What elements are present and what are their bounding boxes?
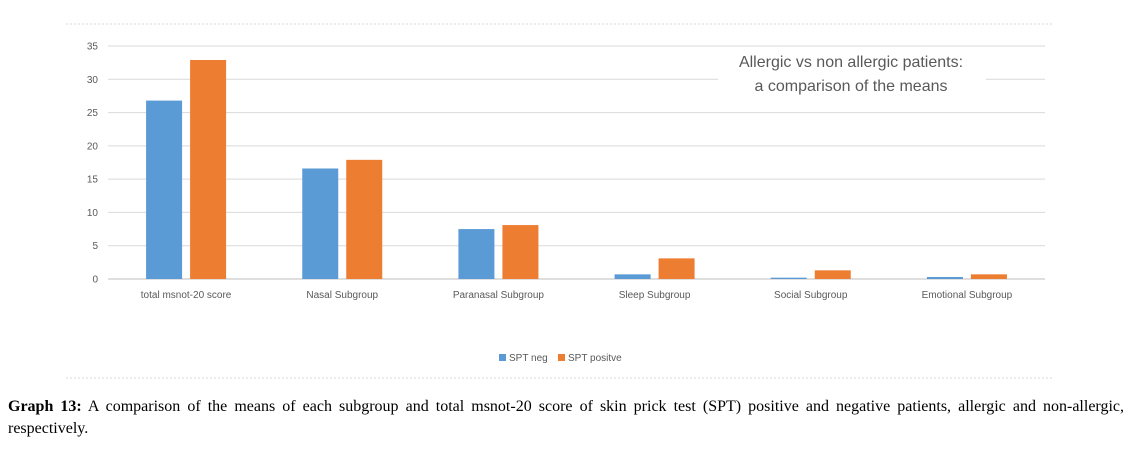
legend-swatch-neg	[499, 354, 506, 361]
annotation-line-2: a comparison of the means	[755, 78, 948, 95]
y-tick-label: 15	[87, 175, 99, 186]
caption-label: Graph 13:	[8, 398, 82, 415]
figure-caption: Graph 13: A comparison of the means of e…	[8, 396, 1124, 440]
bar-pos-0	[190, 59, 227, 280]
chart-annotation: Allergic vs non allergic patients: a com…	[718, 50, 986, 100]
bar-neg-0	[146, 100, 183, 280]
y-tick-label: 35	[87, 42, 99, 53]
x-category-label: Sleep Subgroup	[619, 290, 691, 301]
bar-neg-1	[302, 168, 339, 279]
annotation-line-1: Allergic vs non allergic patients:	[739, 54, 963, 71]
bar-neg-3	[614, 274, 651, 279]
x-category-label: total msnot-20 score	[141, 290, 232, 301]
x-category-label: Emotional Subgroup	[922, 290, 1013, 301]
bar-neg-2	[458, 229, 495, 279]
x-category-label: Nasal Subgroup	[306, 290, 378, 301]
legend-swatch-pos	[558, 354, 565, 361]
caption-text: A comparison of the means of each subgro…	[8, 398, 1125, 437]
bar-neg-5	[926, 277, 963, 279]
y-tick-label: 0	[92, 275, 98, 286]
bar-pos-2	[502, 225, 539, 279]
y-tick-label: 20	[87, 141, 99, 152]
bar-pos-1	[346, 159, 383, 279]
x-category-label: Social Subgroup	[774, 290, 848, 301]
bar-pos-3	[658, 258, 695, 279]
y-tick-label: 5	[92, 241, 98, 252]
bars	[146, 59, 1007, 280]
y-tick-label: 25	[87, 108, 99, 119]
bar-chart: 0 5 10 15 20 25 30 35 total msnot-20 score Nasal…	[66, 23, 1054, 379]
legend-label-neg: SPT neg	[509, 353, 548, 364]
bar-pos-5	[970, 274, 1007, 279]
legend: SPT neg SPT positve	[499, 353, 622, 364]
y-tick-label: 30	[87, 75, 99, 86]
x-category-label: Paranasal Subgroup	[453, 290, 545, 301]
chart-area: 0 5 10 15 20 25 30 35 total msnot-20 score Nasal…	[66, 23, 1054, 379]
bar-neg-4	[770, 277, 807, 279]
x-axis-categories: total msnot-20 score Nasal Subgroup Parana…	[141, 290, 1013, 301]
y-tick-label: 10	[87, 208, 99, 219]
y-axis-ticks: 0 5 10 15 20 25 30 35	[87, 42, 99, 286]
grid	[108, 45, 1045, 280]
bar-pos-4	[814, 270, 851, 279]
legend-label-pos: SPT positve	[568, 353, 622, 364]
